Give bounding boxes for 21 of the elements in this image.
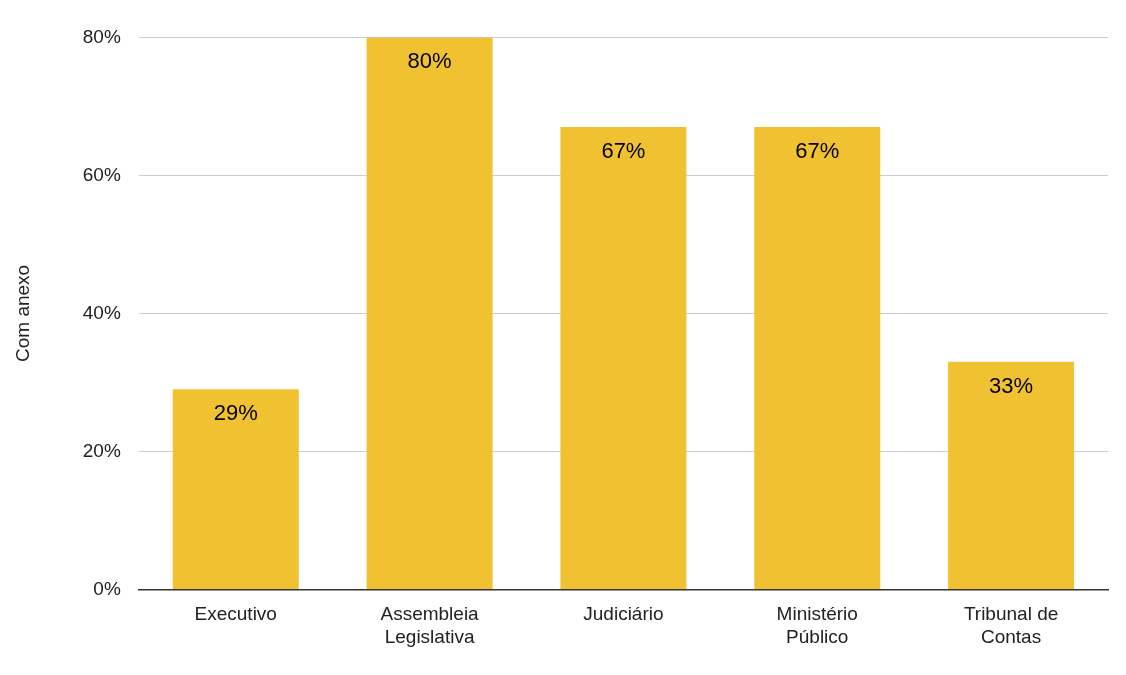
x-tick-label: Assembleia Legislativa — [380, 603, 480, 647]
x-tick-label: Executivo — [194, 603, 277, 625]
bar — [948, 361, 1075, 589]
y-tick-label: 40% — [82, 301, 121, 323]
data-label: 67% — [601, 138, 646, 164]
y-tick-label: 20% — [82, 439, 121, 461]
y-tick-label: 0% — [93, 577, 121, 599]
data-label: 80% — [407, 48, 452, 74]
data-label: 33% — [989, 372, 1034, 398]
y-tick-label: 80% — [82, 25, 121, 47]
data-label: 67% — [795, 138, 840, 164]
bar — [172, 389, 299, 589]
data-label: 29% — [213, 400, 258, 426]
bar — [560, 127, 687, 589]
y-tick-label: 60% — [82, 163, 121, 185]
x-tick-label: Judiciário — [583, 603, 664, 625]
bar — [754, 127, 881, 589]
x-tick-label: Ministério Público — [776, 603, 858, 647]
y-axis-title: Com anexo — [11, 264, 33, 362]
x-tick-label: Tribunal de Contas — [963, 603, 1059, 647]
bar — [366, 37, 493, 589]
